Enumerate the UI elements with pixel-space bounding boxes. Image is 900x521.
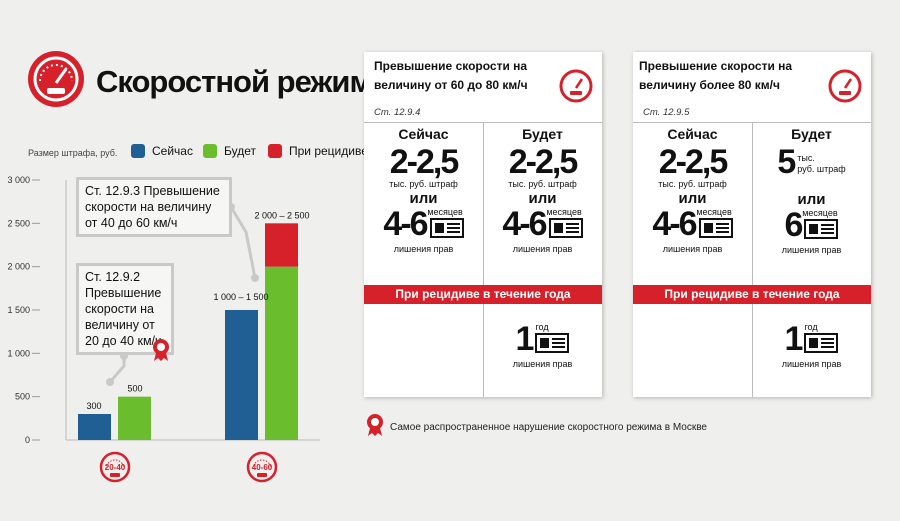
y-tick-label: 0 <box>25 435 30 445</box>
card-over-80: Превышение скорости на величину более 80… <box>633 52 871 397</box>
legend-item-future: Будет <box>203 144 256 158</box>
speedometer-icon <box>559 69 593 103</box>
data-label: 500 <box>127 384 142 394</box>
legend-swatch <box>268 144 282 158</box>
col-now: Сейчас 2-2,5 тыс. руб. штраф или 4-6 мес… <box>364 126 483 255</box>
y-tick-label: 1 000 <box>7 348 30 358</box>
months-value: 4-6 <box>502 205 547 243</box>
article-label: Ст. 12.9.4 <box>374 107 421 118</box>
col-now: Сейчас 2-2,5 тыс. руб. штраф или 4-6 мес… <box>633 126 752 255</box>
months-value: 4-6 <box>383 205 428 243</box>
col-future: Будет 5 тыс. руб. штраф или 6 месяцев лиш… <box>777 126 846 255</box>
fine-value: 2-2,5 <box>389 143 460 181</box>
license-icon <box>429 218 464 238</box>
speedometer-icon <box>28 51 84 107</box>
y-tick-label: 500 <box>15 392 30 402</box>
license-icon <box>698 218 733 238</box>
leader-dot <box>106 378 114 386</box>
footnote: Самое распространенное нарушение скорост… <box>390 422 707 433</box>
bar-future <box>118 396 151 440</box>
rosette-icon <box>367 414 383 436</box>
category-label: 20-40 <box>105 463 126 472</box>
data-label: 300 <box>86 401 101 411</box>
data-label: 2 000 – 2 500 <box>254 210 309 220</box>
fine-value: 5 <box>777 143 796 181</box>
legend-caption: Размер штрафа, руб. <box>28 148 118 158</box>
y-tick-label: 2 500 <box>7 218 30 228</box>
repeat-band: При рецидиве в течение года <box>633 285 871 304</box>
bar-now <box>78 414 111 440</box>
speedometer-icon <box>246 451 278 483</box>
bar-now <box>225 310 258 440</box>
rosette-icon <box>153 339 169 361</box>
speedometer-scale <box>105 459 125 470</box>
speedometer-icon <box>828 69 862 103</box>
fine-bar-chart: 0 500 1 000 1 500 2 000 2 500 3 000 300 500 1 000… <box>7 175 320 483</box>
speedometer-icon <box>99 451 131 483</box>
category-label: 40-60 <box>252 463 273 472</box>
y-tick-label: 1 500 <box>7 305 30 315</box>
card-60-80: Превышение скорости на величину от 60 до… <box>364 52 602 397</box>
license-icon <box>804 219 839 239</box>
speedometer-scale <box>252 459 272 470</box>
speedometer-base <box>257 473 267 477</box>
repeat-penalty: 1 год лишения прав <box>512 320 573 369</box>
bar-repeat <box>265 223 298 267</box>
y-tick-label: 3 000 <box>7 175 30 185</box>
card-heading: Превышение скорости на величину от 60 до… <box>374 59 528 92</box>
card-heading: Превышение скорости на величину более 80… <box>639 59 793 92</box>
fine-value: 2-2,5 <box>658 143 729 181</box>
fine-value: 2-2,5 <box>508 143 579 181</box>
annotation-12-9-2: Ст. 12.9.2 Превышение скорости на величи… <box>76 263 174 355</box>
legend-item-now: Сейчас <box>131 144 193 158</box>
legend-swatch <box>203 144 217 158</box>
leader-line <box>229 206 257 279</box>
bar-future <box>265 266 298 440</box>
y-tick-label: 2 000 <box>7 262 30 272</box>
leader-dot <box>251 274 259 282</box>
repeat-band: При рецидиве в течение года <box>364 285 602 304</box>
months-value: 6 <box>784 206 804 244</box>
annotation-12-9-3: Ст. 12.9.3 Превышение скорости на величи… <box>76 177 232 237</box>
legend-swatch <box>131 144 145 158</box>
leader-line <box>108 356 126 383</box>
col-future: Будет 2-2,5 тыс. руб. штраф или 4-6 меся… <box>483 126 602 255</box>
data-label: 1 000 – 1 500 <box>213 292 268 302</box>
article-label: Ст. 12.9.5 <box>643 107 690 118</box>
page-title: Скоростной режим <box>96 64 372 99</box>
repeat-penalty: 1 год лишения прав <box>781 320 842 369</box>
license-icon <box>535 333 570 353</box>
speedometer-base <box>110 473 120 477</box>
months-value: 4-6 <box>652 205 697 243</box>
license-icon <box>804 333 839 353</box>
license-icon <box>548 218 583 238</box>
legend-item-repeat: При рецидиве <box>268 144 368 158</box>
